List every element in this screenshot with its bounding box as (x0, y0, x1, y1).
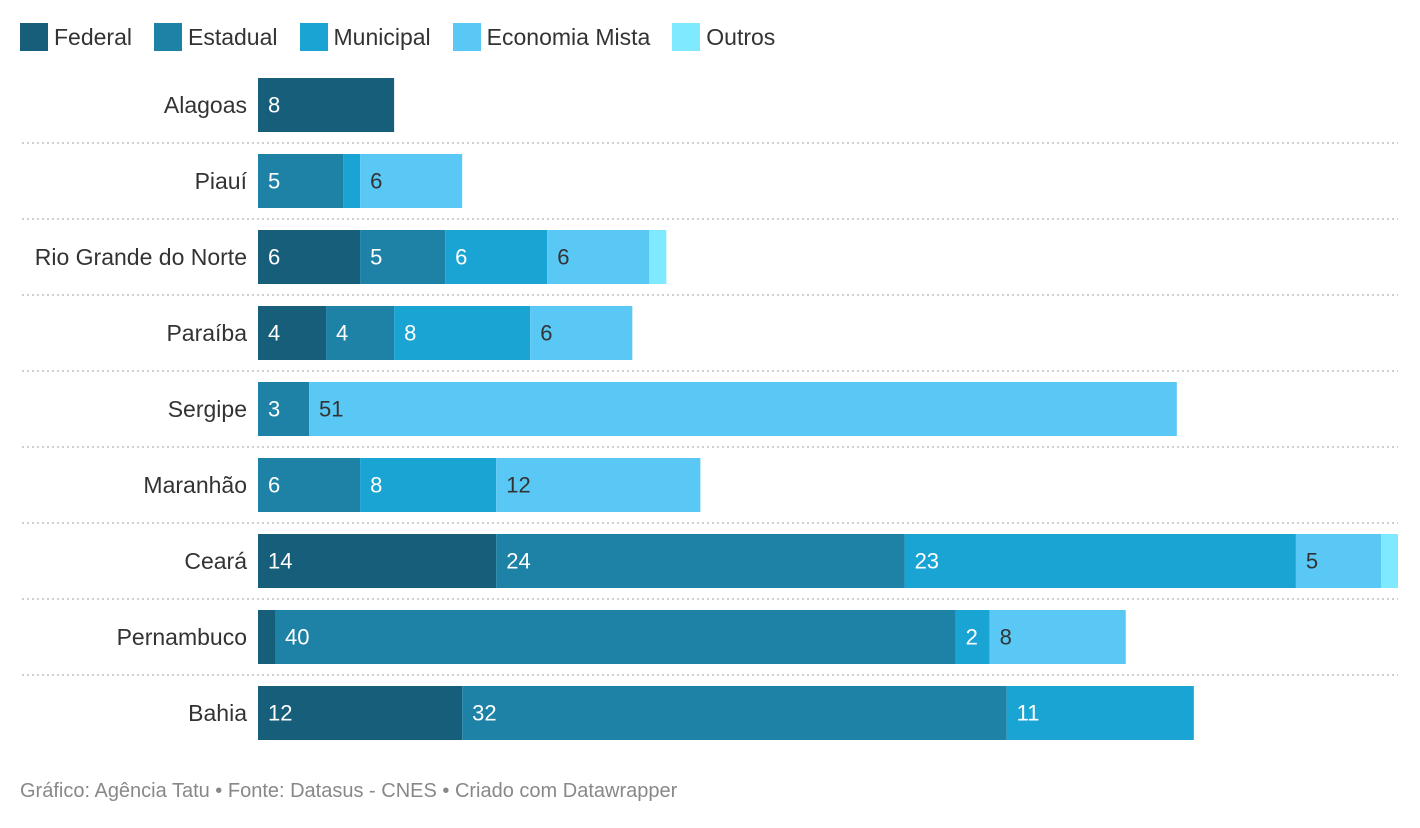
value-label-paraiba-economia-mista: 6 (540, 321, 552, 346)
legend-swatch (153, 23, 182, 51)
bar-maranhao-estadual (258, 458, 361, 512)
legend-swatch (20, 23, 48, 51)
bar-paraiba-federal (258, 306, 327, 360)
legend-label: Estadual (187, 23, 278, 50)
legend-item-municipal: Municipal (299, 23, 431, 51)
category-label-rio-grande-do-norte: Rio Grande do Norte (35, 244, 247, 270)
bar-maranhao-economia-mista (496, 458, 701, 512)
bar-paraiba-municipal (394, 306, 531, 360)
value-label-pernambuco-municipal: 2 (966, 625, 978, 650)
value-label-bahia-federal: 12 (268, 701, 292, 726)
value-label-bahia-municipal: 11 (1017, 701, 1040, 726)
legend-swatch (672, 23, 701, 51)
bar-rio-grande-do-norte-economia-mista (547, 230, 650, 284)
value-label-ceara-federal: 14 (268, 549, 292, 574)
stacked-bar-chart: Alagoas 8 Piauí 5 6 Rio Grande do Norte 6 5 6 6 Pa… (22, 78, 1398, 740)
value-label-rio-grande-do-norte-municipal: 6 (455, 245, 467, 270)
value-label-sergipe-economia-mista: 51 (319, 397, 343, 422)
legend-item-federal: Federal (20, 23, 132, 51)
bar-paraiba-estadual (326, 306, 395, 360)
legend-label: Federal (54, 23, 132, 50)
bar-bahia-federal (258, 686, 463, 740)
bar-paraiba-economia-mista (530, 306, 633, 360)
value-label-rio-grande-do-norte-economia-mista: 6 (557, 245, 569, 270)
category-label-pernambuco: Pernambuco (117, 624, 247, 650)
category-label-bahia: Bahia (188, 700, 247, 726)
value-label-bahia-estadual: 32 (472, 701, 496, 726)
legend-item-economia-mista: Economia Mista (452, 23, 651, 51)
category-label-ceara: Ceará (184, 548, 247, 574)
legend: Federal Estadual Municipal Economia Mista Ou… (20, 21, 797, 53)
bar-piaui-economia-mista (360, 154, 463, 208)
value-label-maranhao-economia-mista: 12 (506, 473, 530, 498)
bar-rio-grande-do-norte-estadual (360, 230, 446, 284)
value-label-maranhao-municipal: 8 (370, 473, 382, 498)
bar-sergipe-economia-mista (309, 382, 1177, 436)
value-label-pernambuco-economia-mista: 8 (1000, 625, 1012, 650)
bar-pernambuco-economia-mista (989, 610, 1126, 664)
value-label-paraiba-federal: 4 (268, 321, 280, 346)
category-label-maranhao: Maranhão (143, 472, 247, 498)
value-label-maranhao-estadual: 6 (268, 473, 280, 498)
legend-item-outros: Outros (672, 23, 775, 51)
bar-maranhao-municipal (360, 458, 497, 512)
category-label-paraiba: Paraíba (166, 320, 247, 346)
value-label-rio-grande-do-norte-federal: 6 (268, 245, 280, 270)
bar-ceara-economia-mista (1295, 534, 1381, 588)
value-label-rio-grande-do-norte-estadual: 5 (370, 245, 382, 270)
category-label-piaui: Piauí (195, 168, 248, 194)
value-label-sergipe-estadual: 3 (268, 397, 280, 422)
bar-pernambuco-estadual (275, 610, 956, 664)
legend-swatch (299, 23, 328, 51)
bar-pernambuco-municipal (955, 610, 990, 664)
bar-bahia-municipal (1006, 686, 1194, 740)
value-label-paraiba-estadual: 4 (336, 321, 348, 346)
bar-piaui-estadual (258, 154, 344, 208)
value-label-pernambuco-estadual: 40 (285, 625, 309, 650)
category-label-alagoas: Alagoas (164, 92, 247, 118)
bar-alagoas-federal (258, 78, 395, 132)
legend-swatch (452, 23, 481, 51)
value-label-ceara-estadual: 24 (506, 549, 530, 574)
value-label-piaui-economia-mista: 6 (370, 169, 382, 194)
legend-label: Economia Mista (486, 23, 651, 50)
bar-piaui-municipal (343, 154, 361, 208)
legend-item-estadual: Estadual (153, 23, 278, 51)
bar-ceara-municipal (904, 534, 1296, 588)
category-label-sergipe: Sergipe (168, 396, 247, 422)
bar-rio-grande-do-norte-municipal (445, 230, 548, 284)
legend-label: Outros (706, 23, 776, 50)
value-label-alagoas-federal: 8 (268, 93, 280, 118)
value-label-piaui-estadual: 5 (268, 169, 280, 194)
bar-ceara-estadual (496, 534, 905, 588)
bar-ceara-outros (1380, 534, 1398, 588)
legend-label: Municipal (333, 23, 431, 50)
chart-footer: Gráfico: Agência Tatu • Fonte: Datasus -… (20, 780, 678, 802)
value-label-paraiba-municipal: 8 (404, 321, 416, 346)
bar-pernambuco-federal (258, 610, 276, 664)
bar-rio-grande-do-norte-outros (649, 230, 667, 284)
bar-rio-grande-do-norte-federal (258, 230, 361, 284)
bar-sergipe-estadual (258, 382, 310, 436)
value-label-ceara-municipal: 23 (915, 549, 939, 574)
value-label-ceara-economia-mista: 5 (1306, 549, 1318, 574)
bar-bahia-estadual (462, 686, 1007, 740)
bar-ceara-federal (258, 534, 497, 588)
